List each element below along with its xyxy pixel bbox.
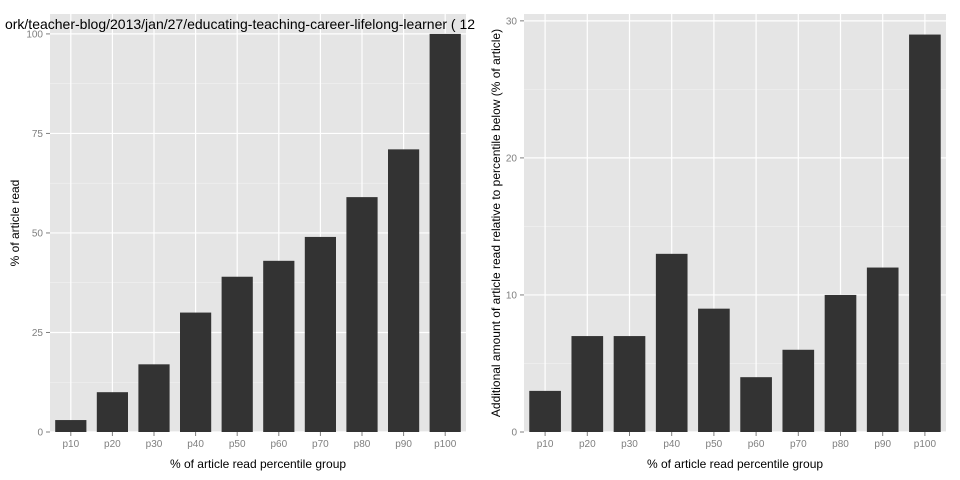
bar-p10 [55,420,87,432]
x-tick-label: p40 [663,439,680,450]
chart-title: ork/teacher-blog/2013/jan/27/educating-t… [5,16,475,32]
bar-p60 [263,260,295,432]
bar-p90 [388,149,420,432]
y-tick-label: 0 [37,428,43,439]
y-axis-title: Additional amount of article read relati… [489,29,503,417]
x-tick-label: p80 [354,439,371,450]
y-tick-label: 20 [506,153,518,164]
chart-1: 0 25 50 75 100 p10 p20 p30 p40 p50 p60 p70 p80 p90 p10… [5,14,475,471]
bar-p20 [96,392,128,432]
x-tick-label: p80 [832,439,849,450]
x-tick-label: p10 [537,439,554,450]
x-tick-label: p70 [790,439,807,450]
x-tick-label: p50 [229,439,246,450]
x-tick-label: p60 [270,439,287,450]
x-tick-label: p90 [395,439,412,450]
x-tick-label: p100 [914,439,937,450]
x-axis-title: % of article read percentile group [170,457,346,471]
y-tick-label: 30 [506,16,518,27]
bar-p70 [782,349,815,432]
bar-p20 [571,336,604,432]
x-tick-label: p20 [579,439,596,450]
x-axis-title: % of article read percentile group [647,457,823,471]
bar-p30 [138,364,170,432]
y-tick-label: 75 [32,129,44,140]
bar-p10 [529,390,561,432]
x-tick-label: p70 [312,439,329,450]
y-tick-label: 0 [511,428,517,439]
bar-p100 [429,33,461,433]
bar-p50 [221,276,253,432]
bar-p60 [740,377,772,432]
bar-p100 [909,34,941,433]
chart-2: 0 10 20 30 p10 p20 p30 p40 p50 p60 p70 p80 p90 p100 % … [489,14,946,471]
bar-p40 [655,253,688,432]
x-tick-label: p30 [621,439,638,450]
bar-p90 [866,267,899,432]
bar-p70 [304,236,336,432]
x-tick-label: p50 [706,439,723,450]
bar-p80 [346,197,378,432]
y-tick-label: 50 [32,228,44,239]
y-axis-title: % of article read [8,180,22,267]
y-tick-label: 10 [506,290,518,301]
x-tick-label: p40 [187,439,204,450]
bar-p40 [180,312,212,432]
x-tick-label: p10 [62,439,79,450]
x-tick-label: p100 [434,439,457,450]
x-tick-label: p20 [104,439,121,450]
x-tick-label: p30 [146,439,163,450]
bar-p30 [613,336,646,432]
bar-p80 [824,294,857,432]
y-tick-label: 100 [26,29,43,40]
bar-p50 [698,308,730,432]
x-tick-label: p60 [748,439,765,450]
x-tick-label: p90 [874,439,891,450]
y-tick-label: 25 [32,328,44,339]
